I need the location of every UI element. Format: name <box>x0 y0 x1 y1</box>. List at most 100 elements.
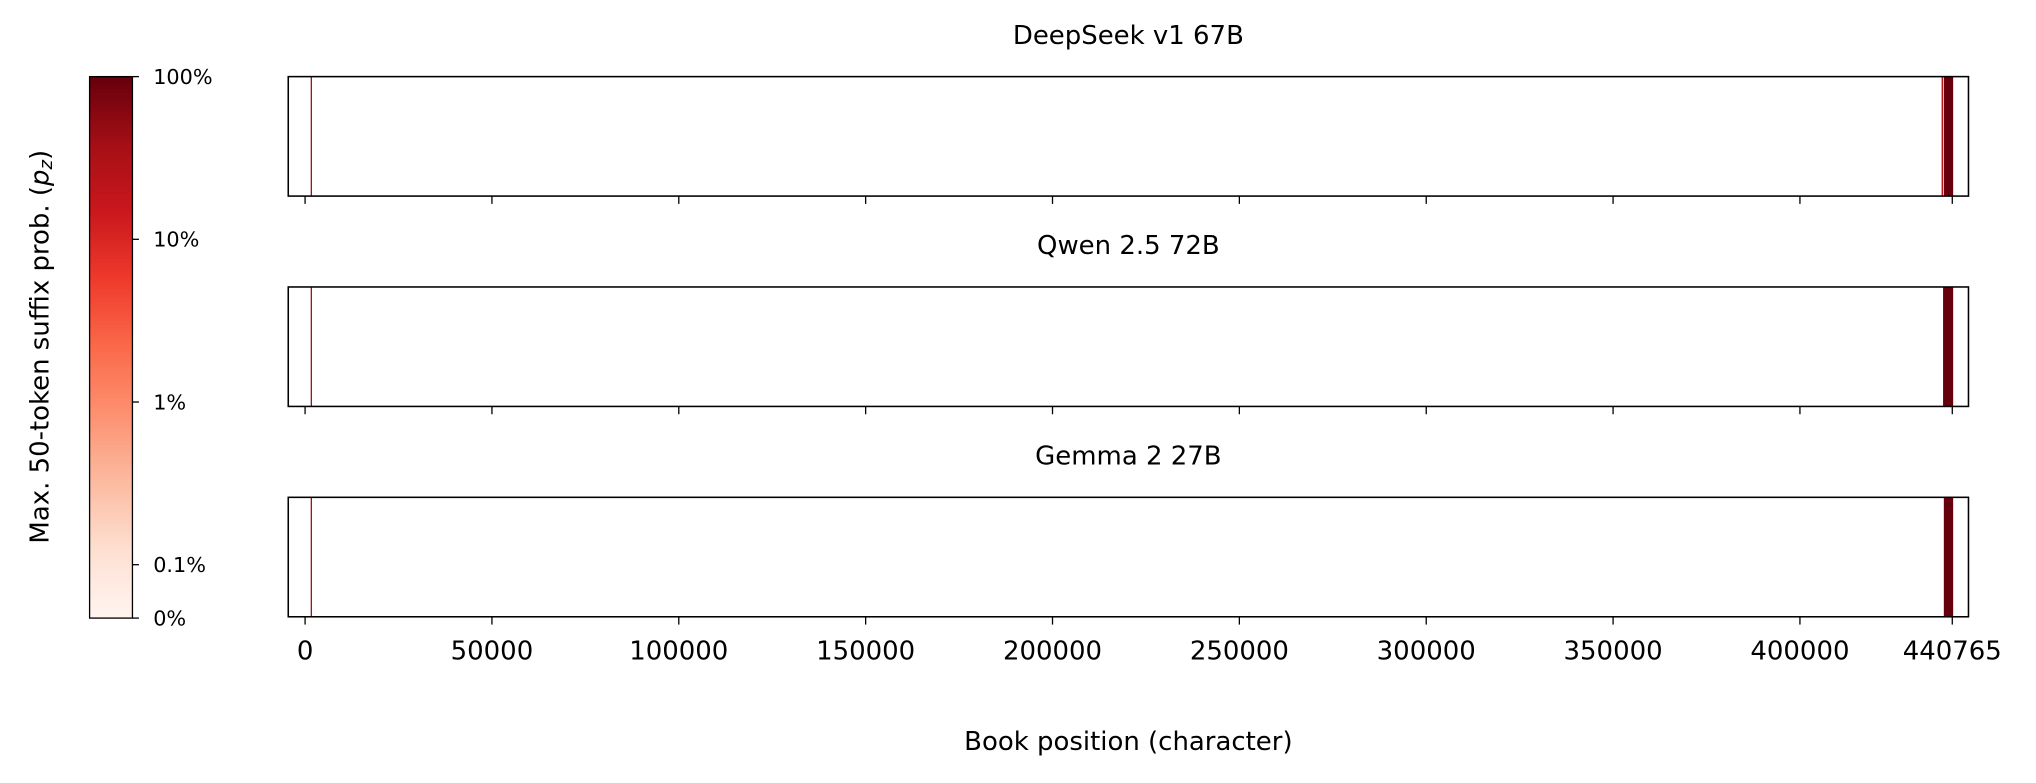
colorbar-segment <box>89 355 133 360</box>
colorbar-segment <box>89 529 133 534</box>
colorbar-segment <box>89 366 133 372</box>
colorbar-segment <box>89 204 133 209</box>
colorbar-segment <box>89 598 133 604</box>
x-tick-label: 250000 <box>1190 636 1289 666</box>
colorbar-segment <box>89 227 133 232</box>
colorbar-segment <box>89 397 133 403</box>
colorbar-segment <box>89 316 133 321</box>
colorbar-segment <box>89 107 133 113</box>
colorbar-segment <box>89 223 133 229</box>
panel-title: DeepSeek v1 67B <box>1013 21 1244 51</box>
colorbar-segment <box>89 540 133 546</box>
colorbar-segment <box>89 478 133 484</box>
colorbar-segment <box>89 428 133 434</box>
colorbar-segment <box>89 142 133 147</box>
panel-title: Qwen 2.5 72B <box>1037 231 1220 261</box>
heat-cell <box>310 286 312 407</box>
heat-cell <box>1943 286 1954 407</box>
colorbar-segment <box>89 153 133 159</box>
colorbar-label-text: ) <box>25 150 55 160</box>
colorbar-segment <box>89 455 133 461</box>
colorbar-segment <box>89 192 133 198</box>
colorbar-segment <box>89 208 133 213</box>
colorbar-segment <box>89 571 133 577</box>
colorbar-segment <box>89 254 133 260</box>
heat-cell <box>1943 497 1954 617</box>
colorbar-segment <box>89 509 133 515</box>
colorbar-segment <box>89 258 133 263</box>
colorbar-segment <box>89 239 133 244</box>
colorbar-segment <box>89 463 133 468</box>
colorbar-segment <box>89 150 133 155</box>
colorbar-segment <box>89 393 133 399</box>
colorbar-segment <box>89 339 133 345</box>
colorbar-segment <box>89 587 133 592</box>
colorbar-segment <box>89 200 133 205</box>
colorbar-segment <box>89 177 133 182</box>
colorbar-segment <box>89 505 133 511</box>
colorbar-segment <box>89 447 133 453</box>
colorbar-segment <box>89 331 133 337</box>
colorbar-segment <box>89 382 133 387</box>
colorbar-segment <box>89 378 133 383</box>
x-tick-label: 200000 <box>1003 636 1102 666</box>
x-tick-label: 350000 <box>1564 636 1663 666</box>
colorbar-segment <box>89 594 133 600</box>
colorbar-segment <box>89 320 133 325</box>
colorbar-segment <box>89 211 133 217</box>
colorbar-segment <box>89 358 133 364</box>
colorbar-segment <box>89 324 133 329</box>
colorbar-tick-label: 1% <box>153 390 186 414</box>
colorbar-segment <box>89 111 133 116</box>
colorbar-segment <box>89 181 133 186</box>
colorbar-segment <box>89 351 133 356</box>
heat-cell <box>310 76 312 197</box>
heat-cell <box>1941 76 1944 197</box>
colorbar-segment <box>89 544 133 550</box>
colorbar-segment <box>89 440 133 445</box>
colorbar-tick-label: 100% <box>153 65 212 89</box>
colorbar-segment <box>89 486 133 492</box>
colorbar-segment <box>89 103 133 109</box>
colorbar-segment <box>89 76 133 82</box>
colorbar-segment <box>89 343 133 349</box>
colorbar-segment <box>89 138 133 144</box>
colorbar-segment <box>89 99 133 105</box>
colorbar-segment <box>89 405 133 410</box>
colorbar-segment <box>89 161 133 167</box>
colorbar-segment <box>89 165 133 171</box>
colorbar-label: Max. 50-token suffix prob. (pz) <box>25 150 57 544</box>
colorbar-segment <box>89 115 133 120</box>
panel-frame <box>287 286 1970 408</box>
colorbar-segment <box>89 92 133 97</box>
colorbar-segment <box>89 451 133 457</box>
colorbar-segment <box>89 556 133 561</box>
colorbar-segment <box>89 304 133 310</box>
colorbar-segment <box>89 293 133 298</box>
colorbar-segment <box>89 459 133 465</box>
colorbar-segment <box>89 386 133 391</box>
colorbar-segment <box>89 347 133 352</box>
colorbar-segment <box>89 444 133 449</box>
colorbar-segment <box>89 591 133 596</box>
colorbar-segment <box>89 502 133 507</box>
x-axis-label: Book position (character) <box>964 727 1292 757</box>
colorbar-segment <box>89 610 133 615</box>
colorbar-tick-label: 0% <box>153 606 186 630</box>
colorbar-segment <box>89 146 133 151</box>
x-tick-label: 100000 <box>629 636 728 666</box>
colorbar-segment <box>89 134 133 140</box>
colorbar-segment <box>89 525 133 530</box>
colorbar-segment <box>89 482 133 488</box>
colorbar-segment <box>89 123 133 128</box>
panel-title: Gemma 2 27B <box>1035 442 1221 472</box>
colorbar-segment <box>89 614 133 619</box>
colorbar-segment <box>89 266 133 271</box>
colorbar-segment <box>89 173 133 178</box>
x-tick-label: 0 <box>297 636 314 666</box>
panel-frame <box>287 75 1970 197</box>
colorbar-segment <box>89 281 133 287</box>
colorbar-label-symbol: p <box>25 169 55 186</box>
colorbar-segment <box>89 312 133 318</box>
